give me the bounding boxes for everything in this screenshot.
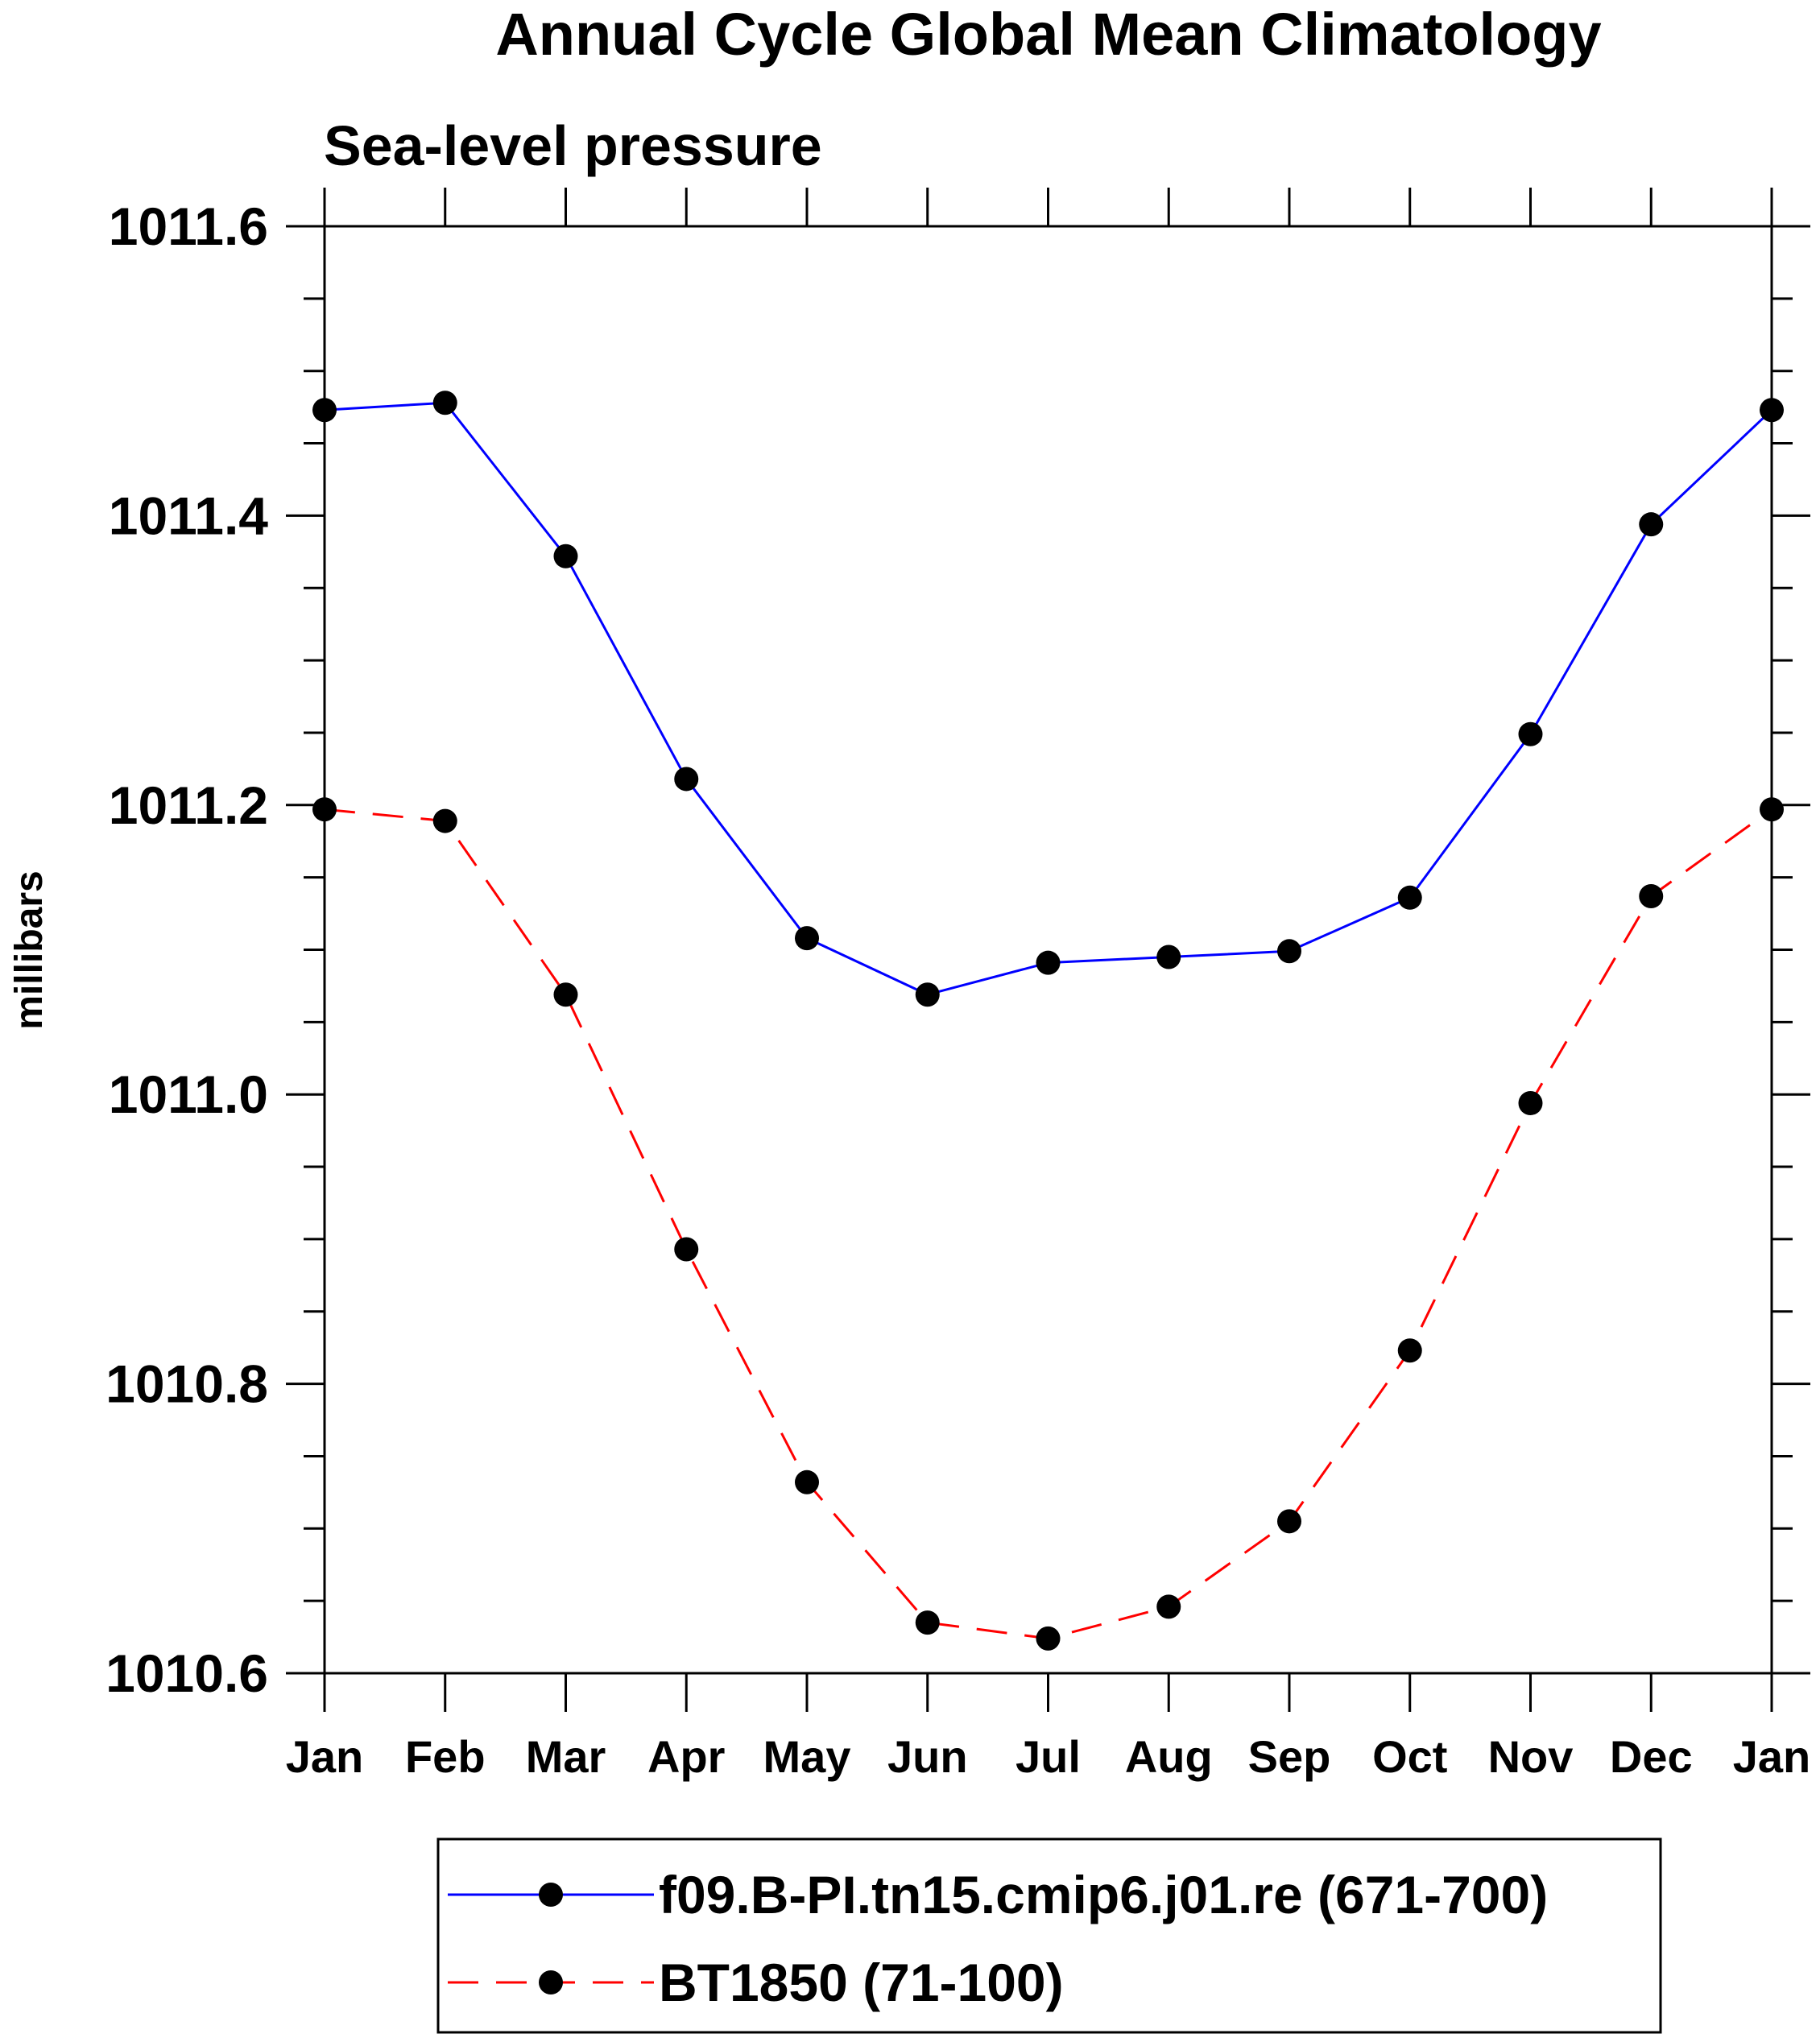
series-1-point <box>1156 945 1181 969</box>
series-2-point <box>1277 1509 1301 1534</box>
series-2-point <box>1639 884 1664 909</box>
y-tick-label: 1010.8 <box>105 1354 268 1414</box>
y-tick-label: 1011.0 <box>109 1064 268 1124</box>
x-tick-label: May <box>763 1731 851 1782</box>
chart-subtitle: Sea-level pressure <box>324 114 822 177</box>
y-axis-label: millibars <box>8 870 51 1029</box>
x-tick-label: Jun <box>887 1731 968 1782</box>
x-tick-label: Sep <box>1248 1731 1331 1782</box>
series-2-point <box>1397 1338 1422 1363</box>
series-1-point <box>1397 885 1422 910</box>
x-tick-label: Dec <box>1610 1731 1693 1782</box>
series-2-point <box>1156 1594 1181 1619</box>
series-1-point <box>1760 398 1784 423</box>
plot-frame <box>323 225 1773 1675</box>
series-layer <box>312 391 1784 1651</box>
series-1-point <box>1639 512 1664 537</box>
y-tick-label: 1011.6 <box>109 196 268 256</box>
legend-label-series-1: f09.B-PI.tn15.cmip6.j01.re (671-700) <box>659 1865 1548 1924</box>
x-tick-label: Jan <box>1733 1731 1811 1782</box>
series-1-point <box>1518 721 1543 746</box>
series-2-point <box>1760 797 1784 822</box>
series-2-point <box>674 1237 699 1262</box>
axes: Jan Feb Mar Apr May Jun Jul Aug Sep Oct Nov Dec Jan 1… <box>105 188 1810 1782</box>
y-tick-label: 1010.6 <box>105 1643 268 1703</box>
series-1-point <box>1036 950 1061 975</box>
x-tick-label: Feb <box>405 1731 486 1782</box>
series-1-line <box>324 401 1773 996</box>
series-2-point <box>553 982 578 1007</box>
series-1-point <box>312 398 337 423</box>
legend: f09.B-PI.tn15.cmip6.j01.re (671-700) BT1… <box>436 1837 1662 2034</box>
legend-marker-series-2 <box>539 1970 563 1994</box>
series-2-point <box>432 808 457 833</box>
x-tick-label: Jan <box>286 1731 364 1782</box>
series-1-point <box>432 391 457 415</box>
series-1-point <box>553 544 578 568</box>
x-tick-label: Apr <box>647 1731 725 1782</box>
x-tick-label: Aug <box>1125 1731 1213 1782</box>
x-tick-label: Nov <box>1488 1731 1574 1782</box>
series-1-point <box>915 982 940 1007</box>
series-1-point <box>674 767 699 792</box>
series-2-line <box>324 808 1772 1640</box>
legend-marker-series-1 <box>539 1883 563 1907</box>
chart-title: Annual Cycle Global Mean Climatology <box>495 1 1601 68</box>
x-tick-label: Jul <box>1015 1731 1081 1782</box>
legend-label-series-2: BT1850 (71-100) <box>659 1953 1064 2012</box>
series-2-point <box>915 1610 940 1635</box>
x-tick-label: Mar <box>526 1731 606 1782</box>
series-1-point <box>795 926 819 951</box>
series-2-point <box>1036 1626 1061 1651</box>
series-2-point <box>1518 1090 1543 1115</box>
x-tick-label: Oct <box>1372 1731 1447 1782</box>
legend-box <box>436 1837 1662 2034</box>
series-1-point <box>1277 939 1301 964</box>
y-tick-label: 1011.4 <box>109 486 269 545</box>
series-2-point <box>312 797 337 822</box>
y-tick-label: 1011.2 <box>109 775 268 835</box>
series-2-point <box>795 1469 819 1494</box>
